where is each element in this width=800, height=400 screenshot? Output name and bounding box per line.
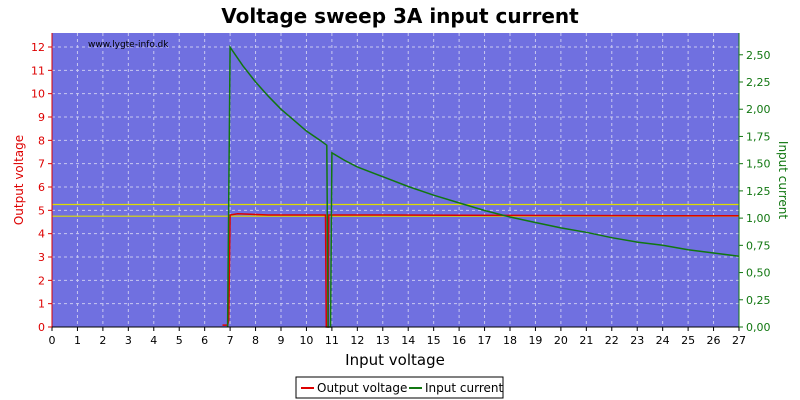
grid-lines (51, 33, 740, 328)
left-tick-label: 6 (38, 181, 45, 194)
x-tick-label: 12 (350, 334, 364, 347)
x-tick-label: 7 (227, 334, 234, 347)
x-tick-label: 27 (732, 334, 746, 347)
right-tick-label: 0,50 (746, 267, 771, 280)
right-tick-label: 2,50 (746, 49, 771, 62)
x-tick-label: 16 (452, 334, 466, 347)
x-tick-label: 10 (299, 334, 313, 347)
x-tick-label: 22 (605, 334, 619, 347)
x-tick-label: 26 (707, 334, 721, 347)
x-tick-label: 2 (99, 334, 106, 347)
legend: Output voltage Input current (295, 376, 504, 399)
series-line-output-voltage (222, 213, 739, 328)
series-layer (222, 44, 740, 328)
x-tick-label: 3 (125, 334, 132, 347)
x-tick-label: 15 (427, 334, 441, 347)
x-tick-label: 24 (656, 334, 670, 347)
right-tick-label: 1,00 (746, 212, 771, 225)
series-line-input-current (226, 44, 740, 328)
left-tick-label: 5 (38, 204, 45, 217)
chart-title: Voltage sweep 3A input current (221, 4, 579, 28)
x-tick-label: 18 (503, 334, 517, 347)
legend-box (295, 376, 504, 399)
x-tick-label: 20 (554, 334, 568, 347)
left-tick-label: 0 (38, 321, 45, 334)
left-tick-label: 7 (38, 158, 45, 171)
x-tick-label: 25 (681, 334, 695, 347)
left-axis-label: Output voltage (12, 135, 26, 225)
left-tick-label: 9 (38, 111, 45, 124)
right-tick-label: 1,75 (746, 130, 771, 143)
x-tick-label: 9 (278, 334, 285, 347)
left-tick-label: 1 (38, 298, 45, 311)
x-tick-label: 21 (579, 334, 593, 347)
right-axis-ticks: 0,00 0,25 0,50 0,75 1,00 1,25 1,50 1,75 2,00 2,25… (739, 49, 771, 334)
right-tick-label: 1,25 (746, 185, 771, 198)
left-tick-label: 8 (38, 134, 45, 147)
x-tick-label: 19 (528, 334, 542, 347)
left-tick-label: 10 (31, 88, 45, 101)
left-tick-label: 12 (31, 41, 45, 54)
legend-label-input-current: Input current (425, 381, 503, 395)
right-tick-label: 0,25 (746, 294, 771, 307)
left-tick-label: 4 (38, 228, 45, 241)
x-tick-label: 6 (201, 334, 208, 347)
left-tick-label: 3 (38, 251, 45, 264)
right-tick-label: 1,50 (746, 158, 771, 171)
x-axis-ticks: 0 1 2 3 4 5 6 7 8 9 10 11 12 13 14 15 16 17 18 19 20 21 22 23 24… (49, 327, 746, 347)
x-axis-label: Input voltage (345, 351, 445, 369)
watermark: www.lygte-info.dk (88, 40, 169, 50)
left-tick-label: 11 (31, 64, 45, 77)
right-tick-label: 2,25 (746, 76, 771, 89)
plot-area (52, 33, 739, 327)
x-tick-label: 13 (376, 334, 390, 347)
x-tick-label: 11 (325, 334, 339, 347)
x-tick-label: 8 (252, 334, 259, 347)
left-tick-label: 2 (38, 274, 45, 287)
x-tick-label: 5 (176, 334, 183, 347)
x-tick-label: 14 (401, 334, 415, 347)
x-tick-label: 17 (478, 334, 492, 347)
x-tick-label: 0 (49, 334, 56, 347)
x-tick-label: 4 (150, 334, 157, 347)
legend-label-output-voltage: Output voltage (317, 381, 407, 395)
x-tick-label: 23 (630, 334, 644, 347)
right-tick-label: 0,00 (746, 321, 771, 334)
right-tick-label: 0,75 (746, 239, 771, 252)
right-axis-label: Input current (776, 141, 790, 219)
x-tick-label: 1 (74, 334, 81, 347)
right-tick-label: 2,00 (746, 103, 771, 116)
